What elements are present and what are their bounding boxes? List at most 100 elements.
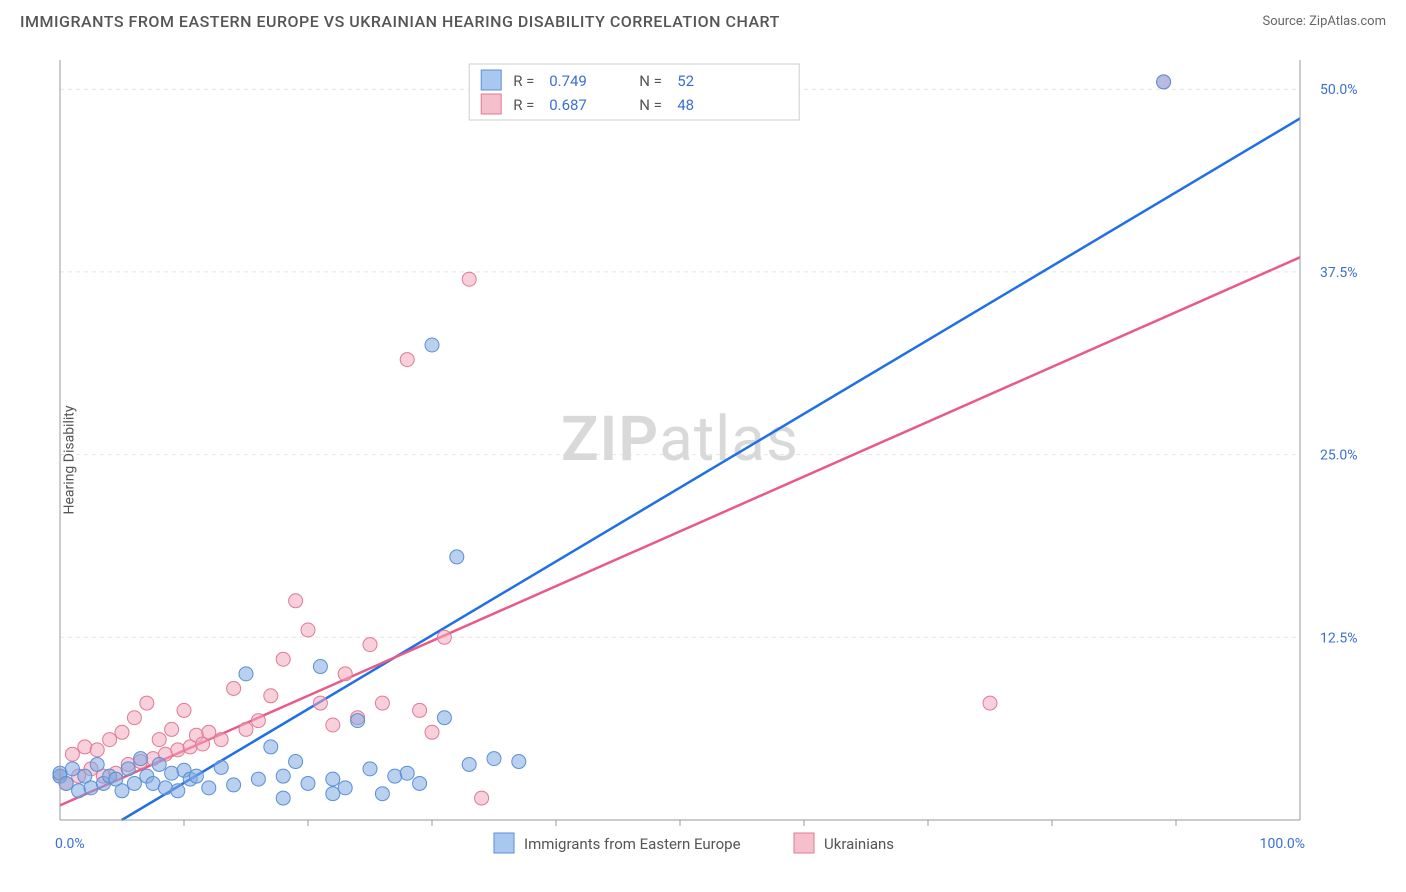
data-point	[239, 722, 253, 736]
data-point	[158, 781, 172, 795]
data-point	[65, 762, 79, 776]
data-point	[152, 733, 166, 747]
data-point	[65, 747, 79, 761]
blue-trend-line	[122, 118, 1300, 820]
data-point	[375, 787, 389, 801]
data-point	[313, 660, 327, 674]
data-point	[338, 667, 352, 681]
legend-n-label: N =	[639, 96, 662, 114]
data-point	[413, 703, 427, 717]
data-point	[251, 772, 265, 786]
legend-n-label: N =	[639, 72, 662, 90]
data-point	[264, 689, 278, 703]
data-point	[171, 784, 185, 798]
data-point	[326, 787, 340, 801]
source-label: Source: ZipAtlas.com	[1262, 14, 1386, 29]
data-point	[487, 752, 501, 766]
data-point	[171, 743, 185, 757]
data-point	[103, 733, 117, 747]
legend-r-value: 0.687	[549, 96, 587, 114]
data-point	[338, 781, 352, 795]
data-point	[72, 784, 86, 798]
data-point	[425, 725, 439, 739]
data-point	[115, 784, 129, 798]
data-point	[214, 760, 228, 774]
data-point	[983, 696, 997, 710]
data-point	[146, 776, 160, 790]
legend-swatch	[481, 94, 501, 114]
legend-swatch	[794, 833, 814, 853]
data-point	[127, 711, 141, 725]
data-point	[152, 757, 166, 771]
watermark: ZIPatlas	[561, 403, 799, 476]
data-point	[165, 766, 179, 780]
data-point	[425, 338, 439, 352]
data-point	[177, 703, 191, 717]
data-point	[351, 714, 365, 728]
data-point	[165, 722, 179, 736]
data-point	[127, 776, 141, 790]
data-point	[264, 740, 278, 754]
data-point	[289, 755, 303, 769]
data-point	[301, 776, 315, 790]
data-point	[301, 623, 315, 637]
data-point	[84, 781, 98, 795]
data-point	[450, 550, 464, 564]
data-point	[78, 740, 92, 754]
legend-r-value: 0.749	[549, 72, 587, 90]
source-name: ZipAtlas.com	[1309, 14, 1386, 29]
y-axis-label: Hearing Disability	[61, 406, 77, 515]
data-point	[189, 769, 203, 783]
y-tick-label: 50.0%	[1320, 82, 1358, 98]
data-point	[202, 725, 216, 739]
y-tick-label: 37.5%	[1320, 265, 1358, 281]
data-point	[475, 791, 489, 805]
y-tick-label: 12.5%	[1320, 630, 1358, 646]
series-label-pink: Ukrainians	[824, 835, 894, 853]
data-point	[512, 755, 526, 769]
data-point	[326, 718, 340, 732]
source-prefix: Source:	[1262, 14, 1309, 29]
data-point	[437, 711, 451, 725]
data-point	[413, 776, 427, 790]
data-point	[140, 696, 154, 710]
chart-container: Hearing Disability 12.5% 25.0% 37.5% 50.0% Z…	[20, 50, 1386, 870]
data-point	[400, 353, 414, 367]
data-point	[59, 776, 73, 790]
data-point	[227, 778, 241, 792]
data-point	[90, 757, 104, 771]
y-tick-label: 25.0%	[1320, 448, 1358, 464]
legend-r-label: R =	[513, 72, 534, 90]
series-label-blue: Immigrants from Eastern Europe	[524, 835, 741, 853]
data-point	[239, 667, 253, 681]
data-point	[276, 769, 290, 783]
data-point	[388, 769, 402, 783]
data-point	[90, 743, 104, 757]
data-point	[375, 696, 389, 710]
data-point	[115, 725, 129, 739]
legend-n-value: 48	[677, 96, 694, 114]
legend-swatch	[481, 70, 501, 90]
data-point	[462, 272, 476, 286]
data-point	[363, 638, 377, 652]
data-point	[134, 752, 148, 766]
data-point	[276, 652, 290, 666]
data-point	[462, 757, 476, 771]
data-point	[437, 630, 451, 644]
legend-n-value: 52	[677, 72, 694, 90]
data-point	[251, 714, 265, 728]
scatter-chart: 12.5% 25.0% 37.5% 50.0% ZIPatlas 0.0% 100.0% R …	[20, 50, 1386, 870]
data-point	[313, 696, 327, 710]
x-tick-label: 100.0%	[1260, 836, 1305, 852]
data-point	[202, 781, 216, 795]
data-point	[227, 681, 241, 695]
data-point	[121, 762, 135, 776]
data-point	[400, 766, 414, 780]
x-tick-label: 0.0%	[55, 836, 85, 852]
data-point	[363, 762, 377, 776]
data-point	[1157, 75, 1171, 89]
data-point	[214, 733, 228, 747]
data-point	[276, 791, 290, 805]
data-point	[326, 772, 340, 786]
legend-swatch	[494, 833, 514, 853]
